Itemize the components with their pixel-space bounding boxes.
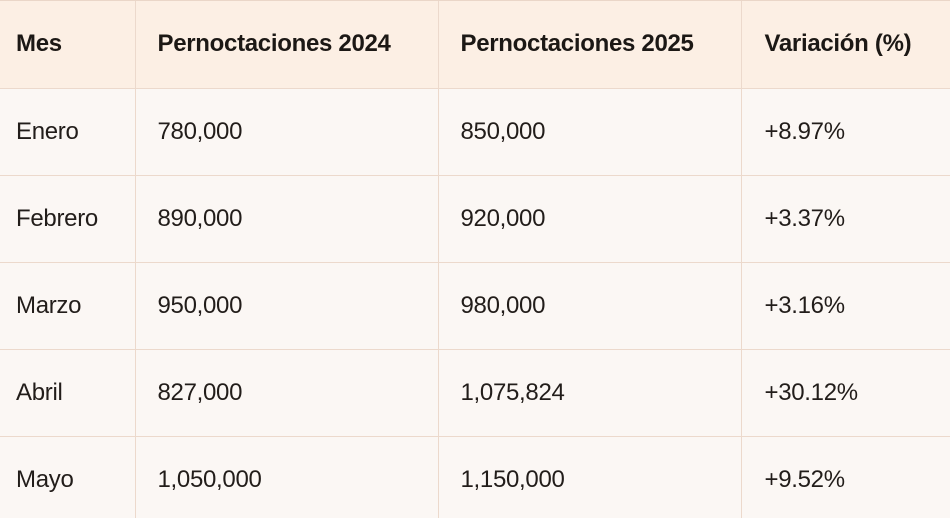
header-stays-2024: Pernoctaciones 2024 [135, 1, 439, 89]
table-row: Abril 827,000 1,075,824 +30.12% [0, 349, 950, 437]
header-month: Mes [0, 1, 136, 89]
table-row: Febrero 890,000 920,000 +3.37% [0, 175, 950, 263]
cell-stays-2024: 950,000 [135, 262, 439, 350]
cell-month: Febrero [0, 175, 136, 263]
cell-variation: +3.37% [741, 175, 950, 263]
cell-stays-2025: 850,000 [438, 88, 742, 176]
cell-stays-2025: 920,000 [438, 175, 742, 263]
header-variation: Variación (%) [741, 1, 950, 89]
cell-month: Marzo [0, 262, 136, 350]
table-row: Mayo 1,050,000 1,150,000 +9.52% [0, 436, 950, 518]
cell-month: Mayo [0, 436, 136, 518]
cell-stays-2024: 1,050,000 [135, 436, 439, 518]
cell-stays-2025: 1,075,824 [438, 349, 742, 437]
cell-month: Enero [0, 88, 136, 176]
cell-stays-2024: 827,000 [135, 349, 439, 437]
cell-variation: +8.97% [741, 88, 950, 176]
cell-stays-2025: 980,000 [438, 262, 742, 350]
table-body: Enero 780,000 850,000 +8.97% Febrero 890… [0, 88, 950, 518]
cell-variation: +3.16% [741, 262, 950, 350]
header-row: Mes Pernoctaciones 2024 Pernoctaciones 2… [0, 1, 950, 89]
cell-stays-2025: 1,150,000 [438, 436, 742, 518]
cell-stays-2024: 890,000 [135, 175, 439, 263]
cell-variation: +30.12% [741, 349, 950, 437]
table-row: Enero 780,000 850,000 +8.97% [0, 88, 950, 176]
header-stays-2025: Pernoctaciones 2025 [438, 1, 742, 89]
cell-stays-2024: 780,000 [135, 88, 439, 176]
cell-month: Abril [0, 349, 136, 437]
table-header: Mes Pernoctaciones 2024 Pernoctaciones 2… [0, 1, 950, 89]
cell-variation: +9.52% [741, 436, 950, 518]
table-row: Marzo 950,000 980,000 +3.16% [0, 262, 950, 350]
